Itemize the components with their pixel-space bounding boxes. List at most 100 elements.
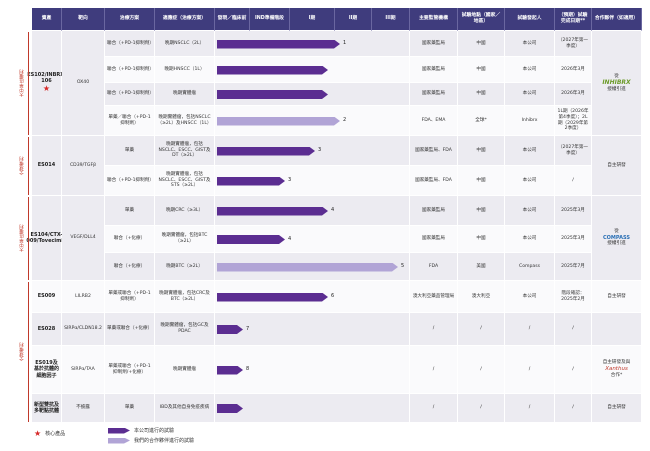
sponsor-cell: / [505, 346, 555, 394]
legend-text: 核心產品 [45, 431, 66, 437]
regulator-cell: 國家藥監局 [410, 196, 458, 226]
sponsor-cell: / [505, 394, 555, 423]
sponsor-cell: 本公司 [505, 281, 555, 313]
stage-arrow [217, 177, 285, 186]
target-cell: 不披露 [62, 394, 105, 423]
stage-arrow [217, 147, 315, 156]
partner-before: 自主研發 [607, 405, 626, 411]
bar-label: 8 [246, 366, 250, 372]
regimen-cell: 單藥／聯合（+PD-1抑制劑） [105, 106, 155, 136]
partner-cell: 從 COMPASS 授權引進 [592, 196, 642, 281]
asset-cell: ES028 [32, 313, 62, 346]
regulator-cell: / [410, 313, 458, 346]
partner-cell [592, 313, 642, 346]
sponsor-cell: 本公司 [505, 196, 555, 226]
site-cell: 中國 [458, 83, 505, 106]
date-cell: 2025年7月 [555, 253, 592, 281]
regimen-cell: 單藥或聯合（+化療） [105, 313, 155, 346]
partner-before: 自主研發 [607, 293, 626, 299]
partner-after: 合作* [610, 372, 623, 378]
regimen-cell: 聯合（+化療） [105, 253, 155, 281]
indication-cell: 晚期實體瘤 [155, 83, 215, 106]
regimen-cell: 單藥或聯合（+PD-1抑制劑/+化療） [105, 346, 155, 394]
regimen-cell: 單藥 [105, 394, 155, 423]
header-cell: 試驗地點（國家／地區） [458, 8, 505, 31]
regulator-cell: 國家藥監局、FDA [410, 166, 458, 196]
stage-arrow [217, 207, 328, 216]
sponsor-cell: Inhibrx [505, 106, 555, 136]
stage-arrow [217, 40, 340, 49]
rights-line [28, 32, 29, 135]
asset-name: ES104/CTX-009/Tovecimig [26, 231, 67, 244]
partner-cell: 從 INHIBRX 授權引進 [592, 31, 642, 136]
regulator-cell: FDA、EMA [410, 106, 458, 136]
partner-cell: 自主研發 [592, 136, 642, 196]
regimen-cell: 聯合（+PD-1抑制劑） [105, 57, 155, 83]
stage-arrow [217, 263, 398, 272]
header-cell: IND準備階段 [250, 8, 290, 31]
indication-cell: 晚期實體瘤，包括CRC及BTC（≥2L） [155, 281, 215, 313]
sponsor-cell: 本公司 [505, 83, 555, 106]
regulator-cell: 國家藥監局 [410, 226, 458, 253]
partner-cell: 自主研發及與 Xanthus 合作* [592, 346, 642, 394]
rights-line [28, 282, 29, 422]
sponsor-cell: 本公司 [505, 31, 555, 57]
legend-text: 本公司進行的試驗 [134, 428, 175, 434]
regimen-cell: 單藥或聯合（+PD-1抑制劑） [105, 281, 155, 313]
sponsor-cell: 本公司 [505, 166, 555, 196]
legend-text: 我們的合作夥伴進行的試驗 [134, 438, 195, 444]
indication-cell: 晚期CRC（≥3L） [155, 196, 215, 226]
site-cell: 中國 [458, 196, 505, 226]
target-cell: OX40 [62, 31, 105, 136]
stage-arrow [217, 90, 328, 99]
site-cell: 澳大利亞 [458, 281, 505, 313]
legend-star: ★ [34, 429, 42, 438]
asset-name: ES009 [37, 293, 56, 300]
regulator-cell: / [410, 346, 458, 394]
target-cell: LILRB2 [62, 281, 105, 313]
date-cell: 2025年3月 [555, 226, 592, 253]
target-cell: SIRPα/CLDN18.2 [62, 313, 105, 346]
partner-before: 自主研發及與 [602, 360, 631, 366]
asset-cell: ES009 [32, 281, 62, 313]
partner-logo: Xanthus [605, 366, 628, 373]
regulator-cell: 國家藥監局 [410, 83, 458, 106]
phase-cell [215, 166, 410, 196]
regulator-cell: FDA [410, 253, 458, 281]
target-cell: SIRPα/TAA [62, 346, 105, 394]
legend-core: ★ 核心產品 [34, 429, 65, 438]
date-cell: / [555, 394, 592, 423]
bar-label: 7 [246, 325, 250, 332]
regimen-cell: 單藥 [105, 136, 155, 166]
header-cell: II期 [335, 8, 372, 31]
target-cell: CD39/TGFβ [62, 136, 105, 196]
site-cell: 中國 [458, 31, 505, 57]
partner-before: 自主研發 [607, 162, 626, 168]
site-cell: 中國 [458, 136, 505, 166]
partner-after: 授權引進 [607, 241, 626, 247]
partner-cell: 自主研發 [592, 281, 642, 313]
legend-partner: 我們的合作夥伴進行的試驗 [108, 437, 194, 444]
stage-arrow [217, 235, 285, 244]
asset-name: ES014 [37, 162, 56, 169]
asset-name: 新型雙抗及多靶點抗體 [34, 401, 60, 414]
stage-arrow [217, 325, 243, 334]
header-cell: 靶向 [62, 8, 105, 31]
partner-cell: 自主研發 [592, 394, 642, 423]
date-cell: 2026年3月 [555, 83, 592, 106]
phase-cell [215, 346, 410, 394]
legend-arrow [108, 438, 130, 444]
asset-cell: ES019及基於抗體的細胞因子 [32, 346, 62, 394]
site-cell: 中國 [458, 57, 505, 83]
asset-name: ES019及基於抗體的細胞因子 [34, 360, 60, 379]
header-cell: 發現／臨床前 [215, 8, 250, 31]
core-star: ★ [42, 84, 51, 94]
indication-cell: 晚期實體瘤，包括NSCLC、ESCC、GIST及DT（≥2L） [155, 136, 215, 166]
date-cell: / [555, 166, 592, 196]
date-cell: （2027年第一季度） [555, 31, 592, 57]
rights-label: 全球權利 [19, 156, 25, 176]
indication-cell: 晚期實體瘤，包括NSCLC、ESCC、GIST及STS（≥2L） [155, 166, 215, 196]
asset-name: ES028 [37, 325, 56, 332]
indication-cell: 晚期BTC（≥2L） [155, 253, 215, 281]
